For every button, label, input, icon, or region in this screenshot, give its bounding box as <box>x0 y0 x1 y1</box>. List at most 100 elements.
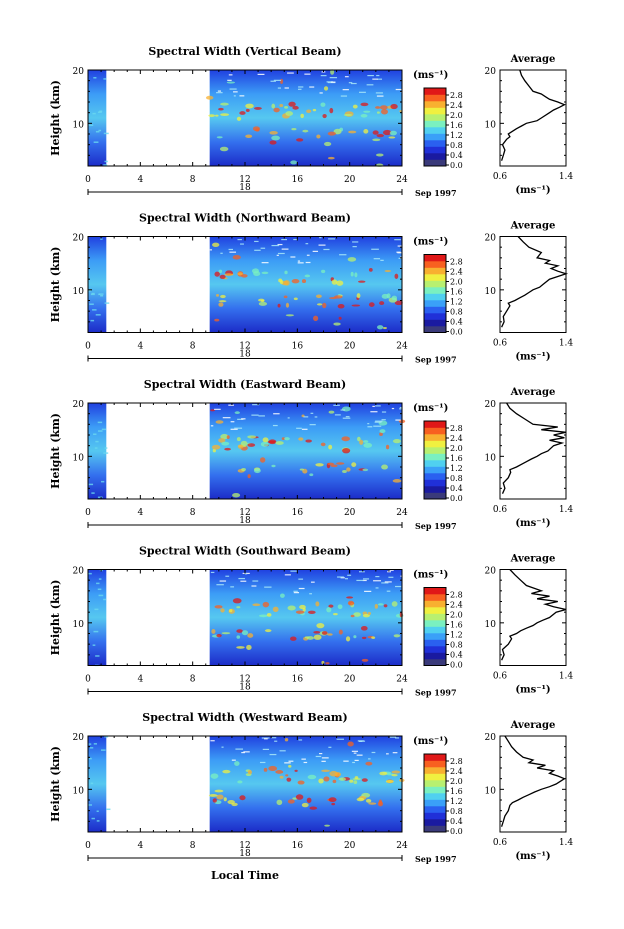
heatmap-feature <box>215 114 219 117</box>
heatmap-feature <box>97 496 103 499</box>
heatmap-feature <box>104 447 108 449</box>
heatmap-feature <box>239 795 246 801</box>
heatmap-feature <box>356 579 364 582</box>
heatmap-feature <box>358 280 366 283</box>
heatmap-feature <box>400 575 406 577</box>
heatmap-feature <box>100 238 103 240</box>
heatmap-feature <box>88 483 94 486</box>
heatmap-feature <box>342 448 351 454</box>
heatmap-feature <box>379 432 383 436</box>
colorbar-tick-label: 1.6 <box>450 288 463 297</box>
heatmap-feature <box>103 452 109 454</box>
heatmap-feature <box>313 631 321 634</box>
heatmap-feature <box>328 297 338 300</box>
colorbar-swatch <box>424 466 446 474</box>
heatmap-feature <box>298 587 305 590</box>
heatmap-feature <box>393 634 401 638</box>
heatmap-feature <box>343 760 349 762</box>
heatmap-feature <box>352 104 358 109</box>
heatmap-feature <box>236 116 242 121</box>
heatmap-feature <box>336 280 344 286</box>
heatmap-feature <box>298 437 304 441</box>
heatmap-feature <box>338 777 346 781</box>
average-x-tick-label: 0.6 <box>493 838 508 848</box>
colorbar-tick-label: 2.8 <box>450 424 463 433</box>
colorbar-tick-label: 0.4 <box>450 318 463 327</box>
heatmap-feature <box>330 464 338 468</box>
colorbar-swatch <box>424 600 446 608</box>
heatmap-feature <box>97 588 102 591</box>
heatmap-feature <box>306 254 310 256</box>
x-tick-label: 16 <box>292 342 304 352</box>
x-tick-label: 24 <box>396 841 408 851</box>
heatmap-feature <box>391 601 398 607</box>
x-tick-label: 24 <box>396 675 408 685</box>
heatmap-feature <box>292 105 299 110</box>
colorbar-swatch <box>424 107 446 115</box>
heatmap-feature <box>332 779 337 784</box>
heatmap-feature <box>329 770 338 777</box>
colorbar-tick-label: 0.8 <box>450 308 463 317</box>
heatmap-feature <box>363 440 369 443</box>
heatmap-feature <box>93 141 99 143</box>
colorbar-swatch <box>424 153 446 160</box>
heatmap-feature <box>245 573 248 575</box>
heatmap-feature <box>328 797 337 803</box>
colorbar-tick-label: 2.8 <box>450 757 463 766</box>
heatmap-feature <box>96 582 100 585</box>
y-axis-label: Height (km) <box>49 80 62 156</box>
heatmap-feature <box>342 89 349 91</box>
colorbar-unit-label: (ms⁻¹) <box>413 736 448 747</box>
heatmap-feature <box>321 631 328 635</box>
heatmap-feature <box>215 420 224 424</box>
colorbar-tick-label: 0.0 <box>450 494 463 503</box>
heatmap-feature <box>97 430 103 432</box>
heatmap-feature <box>376 133 384 138</box>
heatmap-feature <box>241 467 246 472</box>
heatmap-region <box>88 403 107 499</box>
average-x-tick-label: 0.6 <box>493 672 508 682</box>
colorbar-swatch <box>424 274 446 281</box>
heatmap-feature <box>271 135 280 141</box>
x-tick-label: 12 <box>239 342 250 352</box>
average-x-label: (ms⁻¹) <box>515 851 550 862</box>
heatmap-region <box>209 736 402 832</box>
average-y-tick-label: 20 <box>485 400 497 410</box>
heatmap-feature <box>232 255 241 260</box>
heatmap-feature <box>234 761 240 766</box>
heatmap-feature <box>362 468 369 472</box>
heatmap-feature <box>208 794 218 797</box>
colorbar-swatch <box>424 594 446 601</box>
x-tick-label: 20 <box>344 508 356 518</box>
heatmap-feature <box>221 632 231 635</box>
heatmap-feature <box>230 586 235 588</box>
heatmap-feature <box>342 417 351 419</box>
average-y-tick-label: 10 <box>485 120 497 130</box>
heatmap-feature <box>330 81 336 83</box>
heatmap-feature <box>376 111 380 114</box>
heatmap-feature <box>307 610 316 614</box>
colorbar-tick-label: 2.8 <box>450 258 463 267</box>
heatmap-feature <box>88 757 92 760</box>
x-tick-label: 8 <box>190 342 196 352</box>
heatmap-feature <box>287 799 295 804</box>
colorbar-tick-label: 0.4 <box>450 651 463 660</box>
heatmap-feature <box>344 76 349 78</box>
heatmap-feature <box>236 635 241 639</box>
heatmap-feature <box>363 110 371 113</box>
colorbar-swatch <box>424 120 446 128</box>
heatmap-feature <box>328 604 334 608</box>
colorbar-tick-label: 2.0 <box>450 111 463 120</box>
heatmap-feature <box>297 780 305 785</box>
x-tick-label: 4 <box>137 342 143 352</box>
y-axis-label: Height (km) <box>49 580 62 656</box>
heatmap-feature <box>340 409 346 411</box>
day-label: 18 <box>239 683 251 693</box>
heatmap-feature <box>318 244 326 246</box>
colorbar-swatch <box>424 293 446 301</box>
heatmap-feature <box>287 72 294 74</box>
average-frame <box>499 236 567 333</box>
colorbar-unit-label: (ms⁻¹) <box>413 403 448 414</box>
heatmap-feature <box>315 294 322 299</box>
colorbar-swatch <box>424 812 446 820</box>
